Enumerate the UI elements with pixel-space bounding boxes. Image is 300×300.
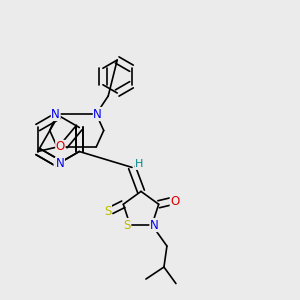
Text: O: O	[170, 195, 179, 208]
Text: O: O	[56, 140, 65, 154]
Text: N: N	[54, 158, 63, 172]
Text: N: N	[150, 218, 159, 232]
Text: N: N	[93, 107, 102, 121]
Text: N: N	[51, 107, 60, 121]
Text: H: H	[135, 159, 144, 170]
Text: S: S	[123, 218, 131, 232]
Text: S: S	[104, 205, 111, 218]
Text: N: N	[56, 157, 64, 170]
